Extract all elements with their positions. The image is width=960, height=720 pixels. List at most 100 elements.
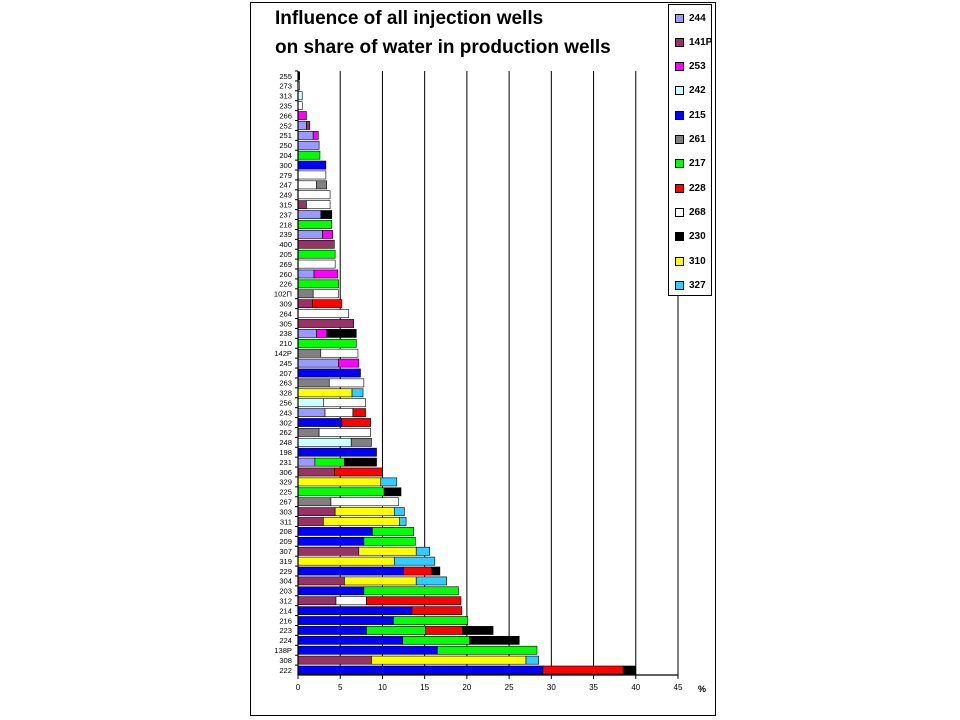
bar-segment-279-268 [297,170,327,180]
bar-segment-266-253 [297,111,307,120]
legend-item-228: 228 [675,181,706,195]
y-tick-label-305: 305 [279,319,292,328]
y-tick-label-209: 209 [279,537,292,546]
bar-segment-239-253 [322,230,333,239]
bar-segment-303-310 [334,507,395,516]
bar-segment-205-217 [297,249,336,259]
y-tick-label-222: 222 [279,666,292,675]
bar-segment-307-310 [358,546,417,556]
y-tick-label-264: 264 [279,309,292,318]
bar-segment-319-310 [297,556,395,566]
y-tick-label-138P: 138P [274,646,292,655]
y-tick-label-224: 224 [279,636,292,645]
y-tick-label-304: 304 [279,577,292,586]
legend-swatch-228 [675,183,684,193]
y-tick-label-214: 214 [279,606,292,615]
bar-segment-223-217 [366,626,426,635]
y-tick-label-225: 225 [279,488,292,497]
legend-swatch-244 [675,13,684,23]
y-tick-label-142P: 142P [274,349,292,358]
bar-segment-306-141P [297,467,335,477]
bar-segment-225-230 [383,487,402,497]
y-tick-label-255: 255 [279,72,292,81]
y-tick-label-309: 309 [279,299,292,308]
bar-segment-267-268 [330,497,399,507]
bar-segment-260-244 [297,269,315,279]
x-tick-label-25: 25 [505,683,514,692]
x-tick-label-40: 40 [631,683,640,692]
bar-segment-308-327 [525,655,539,665]
bar-segment-208-217 [372,527,414,536]
bar-segment-102П-261 [297,289,314,299]
legend-item-244: 244 [675,11,706,25]
y-tick-label-306: 306 [279,468,292,477]
bar-segment-229-230 [431,566,441,576]
y-tick-label-308: 308 [279,656,292,665]
bar-segment-245-244 [297,358,339,368]
bar-segment-329-310 [297,477,382,487]
bar-segment-269-268 [297,259,336,269]
y-tick-label-248: 248 [279,438,292,447]
bar-segment-102П-268 [312,289,339,299]
y-tick-label-238: 238 [279,329,292,338]
bar-segment-312-228 [366,596,462,606]
y-tick-label-231: 231 [279,458,292,467]
bar-segment-138P-217 [437,645,538,655]
legend-item-215: 215 [675,108,706,122]
bar-segment-238-253 [316,329,328,338]
legend-label-242: 242 [689,85,706,97]
legend-swatch-253 [675,62,684,72]
bar-segment-309-228 [312,299,343,309]
bar-segment-308-310 [371,655,527,665]
legend-swatch-217 [675,159,684,169]
y-tick-label-243: 243 [279,408,292,417]
bar-segment-207-215 [297,368,361,378]
legend-item-310: 310 [675,254,706,268]
bar-segment-305-141P [297,319,355,328]
legend-label-141P: 141P [689,36,713,48]
bar-segment-138P-215 [297,645,438,655]
bar-segment-243-268 [324,408,354,417]
legend-label-253: 253 [689,61,706,73]
bar-segment-243-228 [352,408,366,417]
bar-segment-304-327 [415,576,447,586]
bar-segment-250-244 [297,140,320,150]
bar-segment-267-261 [297,497,332,507]
legend-item-327: 327 [675,278,706,292]
legend-item-268: 268 [675,205,706,219]
bar-segment-224-217 [402,635,470,645]
bar-segment-237-230 [320,210,333,219]
bar-segment-319-327 [393,556,436,566]
bar-segment-329-327 [380,477,398,487]
legend-item-230: 230 [675,230,706,244]
y-tick-label-302: 302 [279,418,292,427]
bar-segment-223-230 [462,626,494,635]
y-tick-label-210: 210 [279,339,292,348]
y-tick-label-307: 307 [279,547,292,556]
legend-item-217: 217 [675,157,706,171]
x-tick-label-20: 20 [462,683,471,692]
bar-segment-260-253 [313,269,338,279]
x-tick-label-10: 10 [378,683,387,692]
bar-segment-251-253 [312,131,319,140]
bar-segment-210-217 [297,338,357,348]
bar-segment-142P-261 [297,348,322,358]
bar-segment-302-215 [297,418,343,427]
y-tick-label-303: 303 [279,507,292,516]
bar-segment-224-230 [469,635,520,645]
bar-segment-222-230 [622,665,637,675]
bar-segment-142P-268 [320,348,359,358]
y-tick-label-273: 273 [279,82,292,91]
y-tick-label-237: 237 [279,210,292,219]
legend-item-141P: 141P [675,35,712,49]
bar-segment-245-253 [338,358,360,368]
bar-segment-303-141P [297,507,336,516]
y-tick-label-328: 328 [279,389,292,398]
y-tick-label-260: 260 [279,270,292,279]
y-tick-label-207: 207 [279,369,292,378]
y-tick-label-315: 315 [279,200,292,209]
y-tick-label-102П: 102П [274,290,292,299]
y-tick-label-266: 266 [279,111,292,120]
chart-title-line-2: on share of water in production wells [275,37,611,58]
bar-segment-222-228 [542,665,624,675]
